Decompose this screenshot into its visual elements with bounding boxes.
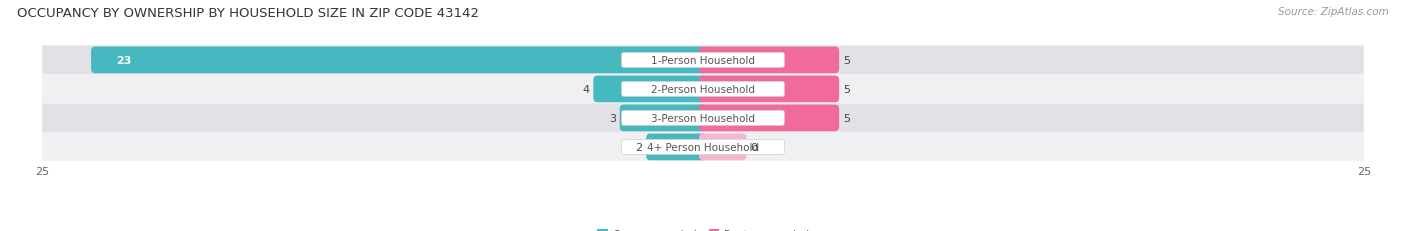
FancyBboxPatch shape: [91, 47, 707, 74]
Text: OCCUPANCY BY OWNERSHIP BY HOUSEHOLD SIZE IN ZIP CODE 43142: OCCUPANCY BY OWNERSHIP BY HOUSEHOLD SIZE…: [17, 7, 479, 20]
Text: 5: 5: [844, 113, 851, 123]
Text: 4: 4: [582, 85, 589, 94]
Text: 0: 0: [751, 142, 758, 152]
Text: 2-Person Household: 2-Person Household: [651, 85, 755, 94]
FancyBboxPatch shape: [699, 134, 747, 161]
FancyBboxPatch shape: [647, 134, 707, 161]
FancyBboxPatch shape: [42, 46, 1364, 75]
FancyBboxPatch shape: [42, 133, 1364, 162]
FancyBboxPatch shape: [620, 105, 707, 132]
FancyBboxPatch shape: [621, 140, 785, 155]
Text: 23: 23: [117, 56, 132, 66]
FancyBboxPatch shape: [42, 75, 1364, 104]
FancyBboxPatch shape: [42, 104, 1364, 133]
FancyBboxPatch shape: [621, 111, 785, 126]
FancyBboxPatch shape: [621, 53, 785, 68]
FancyBboxPatch shape: [593, 76, 707, 103]
Text: Source: ZipAtlas.com: Source: ZipAtlas.com: [1278, 7, 1389, 17]
FancyBboxPatch shape: [699, 105, 839, 132]
Text: 5: 5: [844, 56, 851, 66]
Text: 4+ Person Household: 4+ Person Household: [647, 142, 759, 152]
FancyBboxPatch shape: [621, 82, 785, 97]
Text: 3: 3: [609, 113, 616, 123]
Text: 3-Person Household: 3-Person Household: [651, 113, 755, 123]
Legend: Owner-occupied, Renter-occupied: Owner-occupied, Renter-occupied: [593, 225, 813, 231]
FancyBboxPatch shape: [699, 47, 839, 74]
Text: 1-Person Household: 1-Person Household: [651, 56, 755, 66]
FancyBboxPatch shape: [699, 76, 839, 103]
Text: 5: 5: [844, 85, 851, 94]
Text: 2: 2: [636, 142, 643, 152]
